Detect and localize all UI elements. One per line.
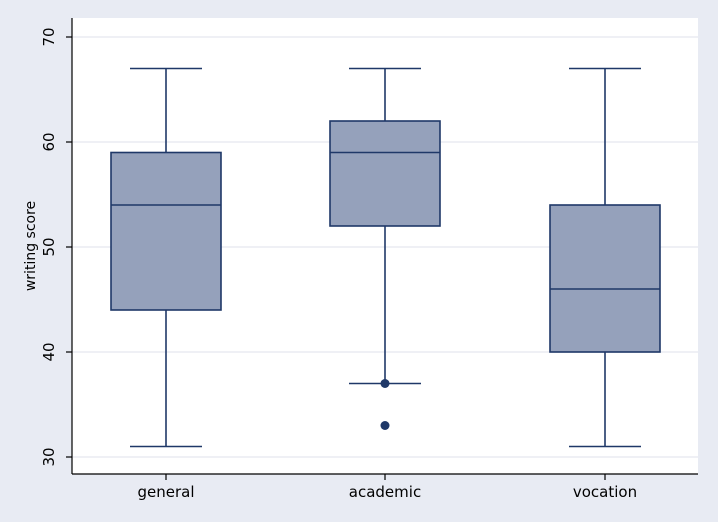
iqr-box bbox=[110, 151, 222, 311]
outlier-point bbox=[380, 379, 390, 388]
x-tick-label-general: general bbox=[137, 483, 194, 501]
box-vocation bbox=[549, 67, 661, 448]
y-tick-label-50: 50 bbox=[40, 237, 58, 256]
x-axis-ticks: general academic vocation bbox=[137, 474, 637, 501]
iqr-box bbox=[549, 204, 661, 353]
y-tick-label-60: 60 bbox=[40, 132, 58, 151]
y-tick-label-40: 40 bbox=[40, 342, 58, 361]
box-general bbox=[110, 67, 222, 448]
outlier-point bbox=[380, 421, 390, 430]
y-axis-title: writing score bbox=[23, 201, 39, 291]
boxes bbox=[110, 67, 661, 448]
y-axis-ticks: 30 40 50 60 70 bbox=[40, 27, 72, 467]
box-academic bbox=[329, 67, 441, 430]
x-tick-label-academic: academic bbox=[349, 483, 421, 501]
x-tick-label-vocation: vocation bbox=[573, 483, 637, 501]
y-tick-label-30: 30 bbox=[40, 447, 58, 466]
iqr-box bbox=[329, 120, 441, 227]
y-tick-label-70: 70 bbox=[40, 27, 58, 46]
